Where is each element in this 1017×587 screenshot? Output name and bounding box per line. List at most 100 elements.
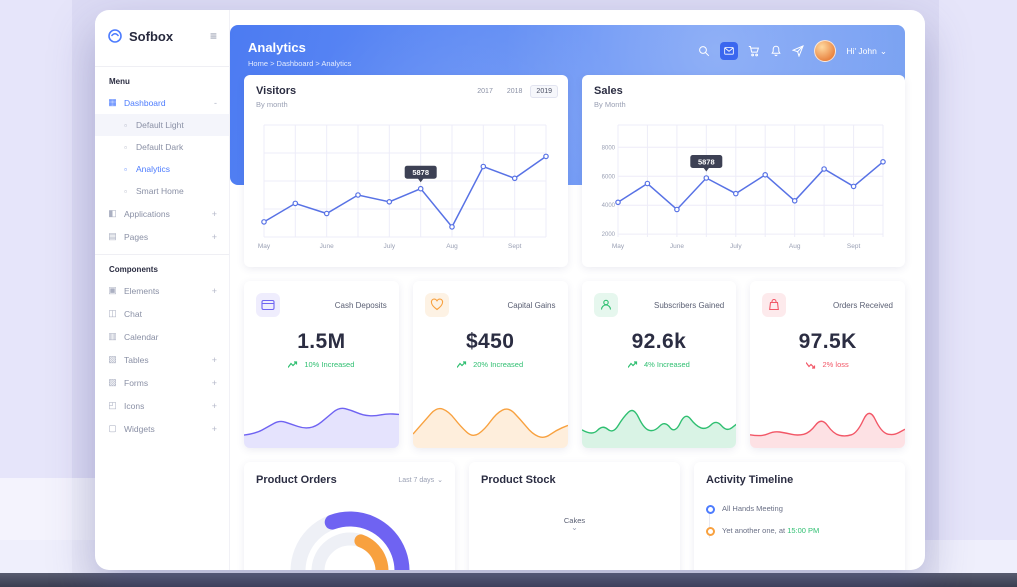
dashboard-icon: ▦ — [108, 97, 117, 107]
content: Visitors By month 2017 2018 2019 May June… — [230, 75, 925, 570]
sidebar-item-label: Analytics — [136, 164, 171, 174]
activity-timeline-card: Activity Timeline All Hands Meeting Yet … — [694, 462, 905, 570]
sidebar-item-widgets[interactable]: ▢ Widgets + — [95, 417, 229, 440]
stat-card-orders: Orders Received 97.5K 2% loss — [750, 281, 905, 448]
sidebar-item-label: Calendar — [124, 331, 159, 342]
sales-line-chart[interactable]: 2000 4000 6000 8000 May June July Aug Sept 5878 — [594, 117, 893, 251]
page-icon: ▫ — [124, 186, 127, 196]
timeline-dot — [706, 527, 715, 536]
svg-text:4000: 4000 — [602, 203, 616, 209]
chat-icon: ◫ — [108, 308, 117, 318]
visitors-line-chart[interactable]: May June July Aug Sept 5878 — [256, 117, 556, 251]
svg-text:Sept: Sept — [508, 243, 522, 250]
svg-text:June: June — [320, 243, 334, 250]
expand-indicator: + — [211, 423, 217, 434]
product-orders-card: Product Orders Last 7 days ⌄ — [244, 462, 455, 570]
sidebar-item-pages[interactable]: ▤ Pages + — [95, 225, 229, 248]
sparkline — [581, 402, 737, 448]
user-menu[interactable]: Hi' John ⌄ — [846, 46, 887, 57]
sidebar-item-icons[interactable]: ◰ Icons + — [95, 394, 229, 417]
stat-title: Subscribers Gained — [653, 300, 725, 310]
chevron-down-icon: ⌄ — [437, 477, 443, 484]
stat-value: 97.5K — [798, 330, 857, 353]
sidebar-item-default-light[interactable]: ▫ Default Light — [95, 114, 229, 136]
expand-indicator: + — [211, 208, 217, 219]
card-title: Product Orders — [256, 474, 337, 486]
timeline: All Hands Meeting Yet another one, at 15… — [706, 500, 893, 544]
sidebar-item-elements[interactable]: ▣ Elements + — [95, 279, 229, 302]
tab-2018[interactable]: 2018 — [506, 88, 523, 95]
user-icon — [593, 293, 618, 317]
cart-icon[interactable] — [748, 45, 760, 57]
stat-value: $450 — [465, 330, 515, 353]
backdrop-bottom-bar — [0, 573, 1017, 587]
applications-icon: ◧ — [108, 208, 117, 218]
header-actions: Hi' John ⌄ — [698, 40, 887, 62]
send-icon[interactable] — [792, 45, 805, 57]
trend-icon — [457, 360, 467, 368]
tab-2019[interactable]: 2019 — [530, 85, 558, 98]
svg-text:July: July — [384, 243, 396, 250]
page-title: Analytics — [248, 40, 306, 55]
search-icon[interactable] — [698, 45, 710, 57]
date-filter[interactable]: Last 7 days ⌄ — [398, 476, 443, 485]
sofbox-logo-icon — [108, 29, 122, 43]
sidebar-item-tables[interactable]: ▧ Tables + — [95, 348, 229, 371]
icons-icon: ◰ — [108, 400, 117, 410]
app-window: Sofbox ≡ Menu ▦ Dashboard - ▫ Default Li… — [95, 10, 925, 570]
timeline-item[interactable]: All Hands Meeting — [706, 500, 893, 522]
timeline-text: Yet another one, at — [722, 526, 788, 535]
stock-category-label: Cakes — [563, 516, 586, 525]
sidebar-item-dashboard[interactable]: ▦ Dashboard - — [95, 91, 229, 114]
timeline-item[interactable]: Yet another one, at 15:00 PM — [706, 522, 893, 544]
sidebar-item-smart-home[interactable]: ▫ Smart Home — [95, 180, 229, 202]
timeline-time: 15:00 PM — [787, 526, 820, 535]
avatar[interactable] — [814, 40, 837, 62]
main-area: Analytics Home > Dashboard > Analytics — [230, 10, 925, 570]
svg-text:5878: 5878 — [698, 158, 715, 167]
sidebar-item-default-dark[interactable]: ▫ Default Dark — [95, 136, 229, 158]
stat-change: 2% loss — [762, 360, 893, 369]
logo-row: Sofbox ≡ — [95, 24, 229, 60]
forms-icon: ▨ — [108, 377, 117, 387]
stats-row: Cash Deposits 1.5M 10% Increased Capit — [244, 281, 905, 448]
mail-icon[interactable] — [720, 42, 739, 60]
expand-indicator: + — [211, 354, 217, 365]
breadcrumb[interactable]: Home > Dashboard > Analytics — [248, 59, 352, 68]
sidebar-item-forms[interactable]: ▨ Forms + — [95, 371, 229, 394]
logo-text: Sofbox — [129, 28, 174, 44]
card-title: Product Stock — [481, 474, 556, 486]
sidebar-item-analytics[interactable]: ▫ Analytics — [95, 158, 229, 180]
card-title: Sales — [594, 85, 623, 97]
stat-title: Capital Gains — [507, 300, 556, 310]
bell-icon[interactable] — [770, 45, 782, 57]
svg-text:May: May — [612, 243, 625, 250]
stat-change: 20% Increased — [425, 360, 556, 369]
card-title: Activity Timeline — [706, 474, 794, 486]
collapse-indicator: - — [214, 97, 217, 108]
stat-change: 4% Increased — [594, 360, 725, 369]
pages-icon: ▤ — [108, 231, 117, 241]
visitors-card: Visitors By month 2017 2018 2019 May June… — [244, 75, 568, 267]
sidebar-item-label: Forms — [124, 377, 149, 388]
tab-2017[interactable]: 2017 — [477, 88, 493, 95]
page-icon: ▫ — [124, 142, 127, 152]
sidebar-item-label: Chat — [124, 308, 142, 319]
sidebar-item-chat[interactable]: ◫ Chat — [95, 302, 229, 325]
svg-text:Sept: Sept — [847, 243, 861, 250]
sidebar-item-label: Default Light — [136, 120, 184, 130]
stat-value: 1.5M — [297, 330, 346, 353]
sidebar-toggle-icon[interactable]: ≡ — [209, 29, 217, 43]
sidebar-item-calendar[interactable]: ▥ Calendar — [95, 325, 229, 348]
bottom-row: Product Orders Last 7 days ⌄ Product Sto… — [244, 462, 905, 570]
heart-icon — [424, 293, 449, 317]
calendar-icon: ▥ — [108, 331, 117, 341]
sparkline — [244, 402, 399, 448]
svg-text:July: July — [730, 243, 742, 250]
trend-icon — [806, 361, 816, 369]
sidebar-item-label: Smart Home — [136, 186, 184, 196]
sidebar-item-applications[interactable]: ◧ Applications + — [95, 202, 229, 225]
caret-down-icon: ⌄ — [571, 523, 578, 532]
credit-card-icon — [256, 293, 280, 317]
svg-text:June: June — [670, 243, 684, 250]
